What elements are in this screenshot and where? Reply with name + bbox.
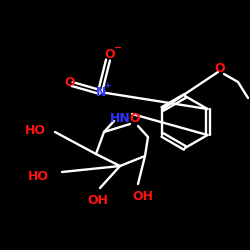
Text: +: + <box>104 82 112 90</box>
Text: O: O <box>105 48 115 60</box>
Text: −: − <box>114 43 122 53</box>
Text: O: O <box>65 76 75 88</box>
Text: O: O <box>215 62 225 74</box>
Text: HO: HO <box>24 124 46 136</box>
Text: OH: OH <box>132 190 154 202</box>
Text: OH: OH <box>88 194 108 206</box>
Text: HN: HN <box>110 112 130 124</box>
Text: O: O <box>130 112 140 126</box>
Text: N: N <box>96 86 106 98</box>
Text: HO: HO <box>28 170 48 182</box>
